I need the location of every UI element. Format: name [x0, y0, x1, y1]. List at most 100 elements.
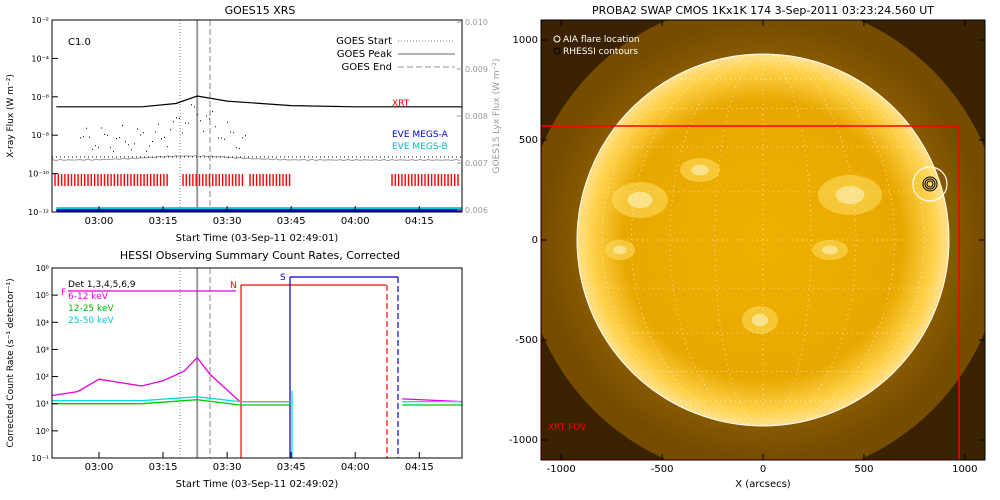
hessi-title: HESSI Observing Summary Count Rates, Cor…	[120, 249, 400, 262]
goes-series-0	[56, 95, 462, 108]
goes-legend: GOES Start GOES Peak GOES End	[336, 36, 455, 73]
sun-active-regions	[605, 158, 882, 334]
swap-legend-aia: AIA flare location	[563, 35, 640, 45]
hessi-series-1	[52, 399, 292, 406]
rhessi-contour-1	[922, 176, 938, 192]
swap-xtick-label: 1000	[952, 464, 977, 475]
swap-legend: AIA flare location RHESSI contours	[553, 35, 640, 57]
goes-ytick-label: 10⁻⁸	[31, 131, 49, 140]
hessi-xtick-label: 03:00	[85, 462, 114, 473]
lon-line	[669, 53, 764, 427]
hessi-flag-f: F	[61, 288, 66, 298]
hessi-panel: HESSI Observing Summary Count Rates, Cor…	[6, 249, 463, 490]
active-region-core	[691, 164, 709, 176]
goes-dotted-trace	[80, 104, 246, 153]
goes-flare-class: C1.0	[68, 37, 91, 48]
active-region-core	[627, 191, 653, 209]
goes-ylabel: X-ray Flux (W m⁻²)	[6, 74, 16, 158]
goes-y2tick-label: 0.008	[465, 112, 488, 121]
goes-y-ticks: 10⁻² 10⁻⁴ 10⁻⁶ 10⁻⁸ 10⁻¹⁰ 10⁻¹²	[28, 16, 58, 217]
swap-xlabel: X (arcsecs)	[735, 479, 791, 490]
rhessi-contour-3	[926, 180, 934, 188]
hessi-legend-6-12: 6-12 keV	[68, 292, 109, 302]
hessi-xlabel: Start Time (03-Sep-11 02:49:02)	[176, 479, 339, 490]
hessi-ytick-label: 10⁶	[36, 264, 49, 273]
lon-line	[631, 53, 764, 427]
goes-legend-start: GOES Start	[336, 36, 392, 47]
active-region-core	[751, 313, 769, 327]
goes-legend-peak: GOES Peak	[337, 49, 392, 60]
hessi-xtick-label: 04:00	[341, 462, 370, 473]
goes-panel: GOES15 XRS C1.0 GOES Start GOES Peak GOE…	[6, 4, 502, 244]
goes-xtick-label: 03:00	[85, 216, 114, 227]
hessi-x-ticks: 03:00 03:15 03:30 03:45 04:00 04:15	[85, 452, 434, 473]
hessi-xtick-label: 04:15	[405, 462, 434, 473]
swap-panel: PROBA2 SWAP CMOS 1Kx1K 174 3-Sep-2011 03…	[509, 4, 986, 490]
swap-ytick-label: -1000	[509, 435, 538, 446]
goes-label-eve-b: EVE MEGS-B	[392, 142, 448, 152]
hessi-legend-12-25: 12-25 keV	[68, 304, 114, 314]
goes-ytick-label: 10⁻²	[31, 16, 49, 25]
goes-label-eve-a: EVE MEGS-A	[392, 130, 449, 140]
hessi-xtick-label: 03:15	[149, 462, 178, 473]
hessi-ylabel: Corrected Count Rate (s⁻¹ detector⁻¹)	[6, 278, 16, 447]
hessi-ytick-label: 10³	[36, 345, 49, 354]
swap-legend-rhessi-symbol	[553, 47, 561, 55]
goes-lyx-trace	[51, 154, 461, 162]
goes-xlabel: Start Time (03-Sep-11 02:49:01)	[176, 233, 339, 244]
goes-y2tick-label: 0.006	[465, 206, 488, 215]
hessi-xtick-label: 03:45	[277, 462, 306, 473]
goes-xtick-label: 03:30	[213, 216, 242, 227]
goes-plot-area	[51, 20, 462, 212]
swap-xtick-label: -1000	[547, 464, 576, 475]
swap-ytick-label: 0	[532, 235, 538, 246]
hessi-ytick-label: 10⁻¹	[31, 454, 49, 463]
rhessi-contours	[922, 176, 938, 192]
goes-y2tick-label: 0.007	[465, 159, 488, 168]
hessi-flag-s: S	[280, 273, 286, 283]
goes-y2-ticks: 0.010 0.009 0.008 0.007 0.006	[457, 18, 488, 215]
hessi-ytick-label: 10⁴	[36, 318, 49, 327]
swap-ytick-label: -500	[515, 335, 538, 346]
swap-ticks: -1000 -500 0 500 1000 1000 500 0 -500 -1000	[509, 20, 985, 475]
lon-line	[762, 53, 857, 427]
active-region-core	[821, 245, 839, 255]
goes-ytick-label: 10⁻¹⁰	[28, 170, 49, 179]
goes-x-ticks: 03:00 03:15 03:30 03:45 04:00 04:15	[85, 206, 434, 227]
swap-xtick-label: -500	[651, 464, 674, 475]
hessi-ytick-label: 10¹	[36, 400, 49, 409]
swap-ytick-label: 1000	[513, 35, 538, 46]
swap-title: PROBA2 SWAP CMOS 1Kx1K 174 3-Sep-2011 03…	[592, 4, 934, 17]
goes-xtick-label: 04:15	[405, 216, 434, 227]
swap-xtick-label: 0	[760, 464, 766, 475]
goes-y2tick-label: 0.009	[465, 65, 488, 74]
hessi-series-2	[52, 396, 292, 403]
aia-flare-location	[912, 166, 948, 202]
goes-title: GOES15 XRS	[225, 4, 296, 17]
goes-xrt-obs-ticks	[54, 174, 459, 186]
swap-legend-aia-symbol	[553, 35, 561, 43]
hessi-flag-n: N	[230, 281, 237, 291]
hessi-legend-det: Det 1,3,4,5,6,9	[68, 280, 136, 290]
active-region-core	[835, 186, 865, 204]
goes-label-xrt: XRT	[392, 99, 410, 109]
swap-xtick-label: 500	[854, 464, 873, 475]
goes-ytick-label: 10⁻¹²	[28, 208, 49, 217]
swap-legend-rhessi: RHESSI contours	[563, 47, 638, 57]
active-region-core	[613, 245, 627, 255]
sun-lat-lon-grid	[577, 53, 949, 427]
xrt-fov-label: XRT FOV	[548, 423, 587, 433]
hessi-ytick-label: 10⁰	[36, 427, 49, 436]
goes-y2tick-label: 0.010	[465, 18, 488, 27]
lon-line	[762, 53, 895, 427]
lon-line	[714, 53, 764, 427]
goes-ytick-label: 10⁻⁴	[31, 54, 49, 63]
hessi-series-0	[51, 356, 292, 403]
goes-legend-end: GOES End	[342, 62, 392, 73]
swap-image	[541, 20, 985, 460]
hessi-ytick-label: 10²	[36, 373, 49, 382]
hessi-plot-area	[51, 268, 463, 458]
swap-ytick-label: 500	[519, 135, 538, 146]
goes-xtick-label: 03:15	[149, 216, 178, 227]
